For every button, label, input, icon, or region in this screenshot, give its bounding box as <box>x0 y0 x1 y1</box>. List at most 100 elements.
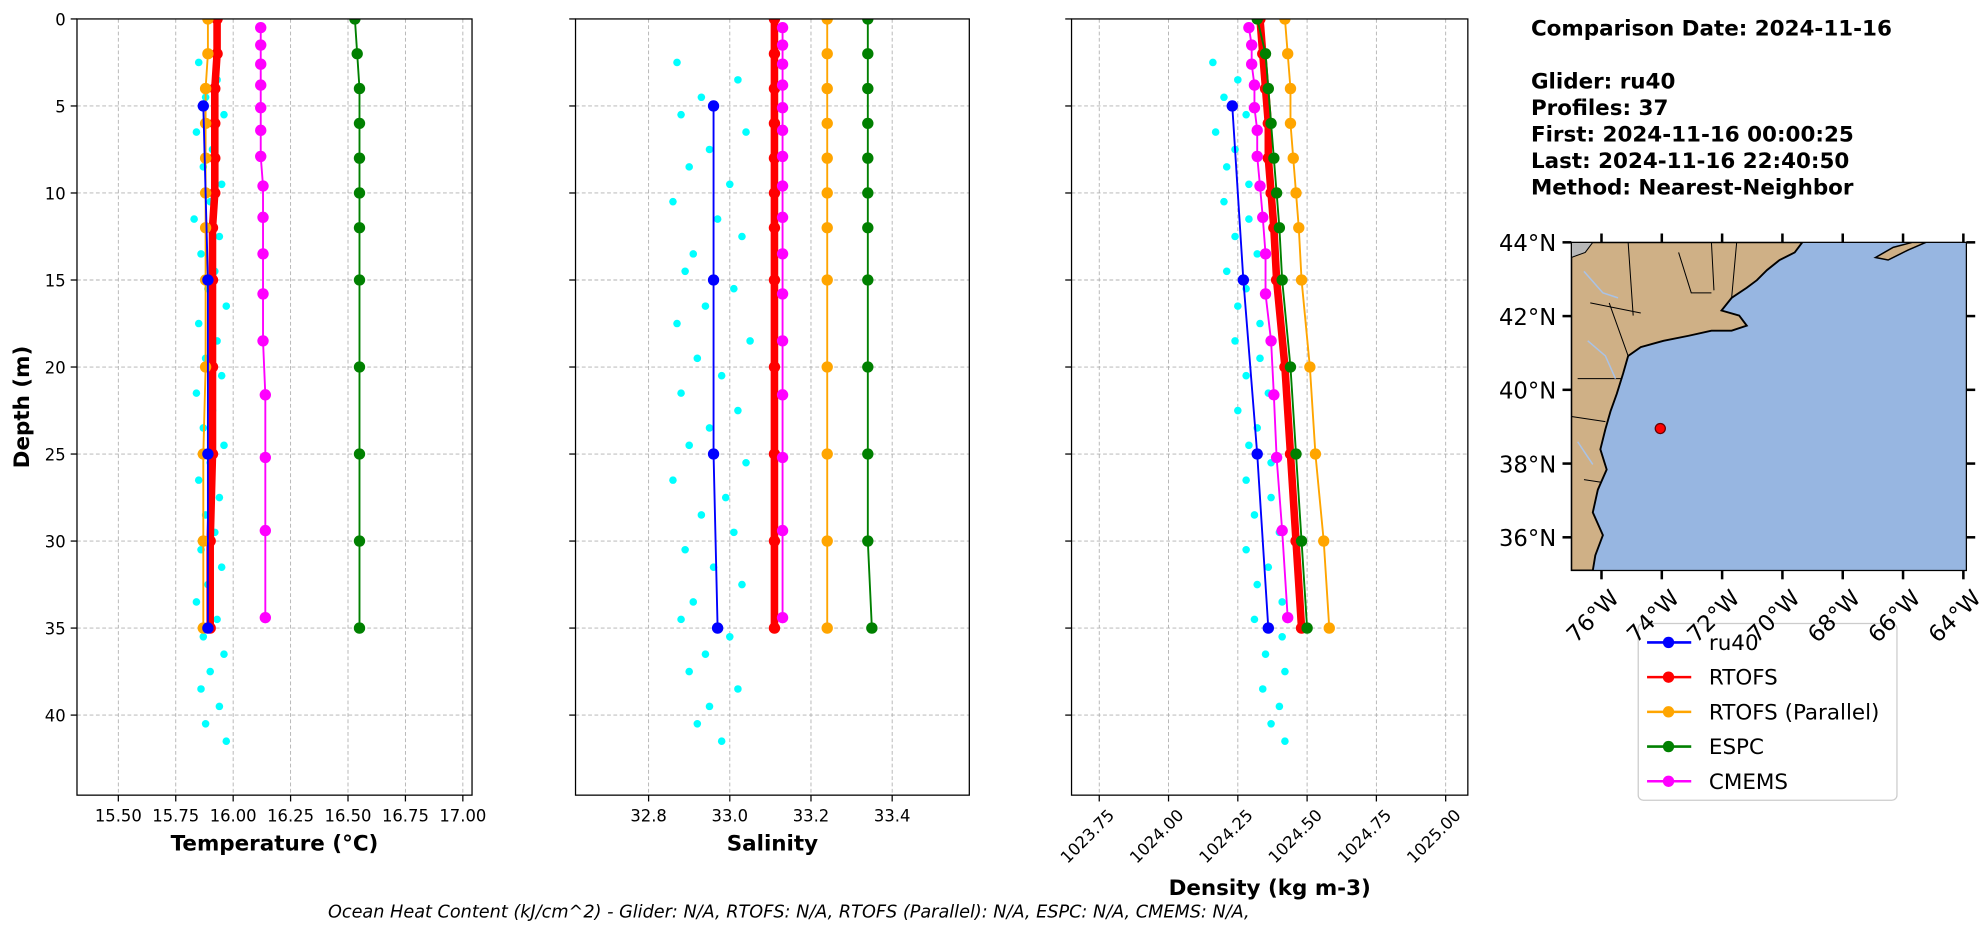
x-tick-label: 1025.00 <box>1403 806 1464 867</box>
glider-point <box>1231 232 1239 241</box>
y-tick-label: 20 <box>45 358 66 377</box>
glider-point <box>1242 545 1250 554</box>
series-marker <box>1243 21 1255 34</box>
series-marker <box>821 82 833 95</box>
legend-marker <box>1662 775 1675 787</box>
x-tick-label: 33.2 <box>793 807 830 826</box>
glider-point <box>206 667 214 676</box>
axes-frame <box>1070 18 1469 796</box>
axes-frame <box>574 18 970 796</box>
glider-point <box>192 389 201 397</box>
series-marker <box>255 39 267 51</box>
series-marker <box>1268 389 1280 401</box>
glider-point <box>199 632 208 641</box>
series-marker <box>1251 448 1263 460</box>
series-marker <box>711 622 724 634</box>
map-y-tick-label: 42°N <box>1499 305 1556 331</box>
series-marker <box>768 187 781 199</box>
glider-point <box>685 163 693 171</box>
glider-point <box>1245 180 1253 189</box>
series-marker <box>1318 535 1330 547</box>
glider-point <box>717 737 726 745</box>
series-marker <box>259 451 272 464</box>
series-line <box>1231 105 1270 629</box>
series-marker <box>1265 335 1277 347</box>
series-marker <box>1257 211 1269 224</box>
glider-point <box>1220 197 1228 206</box>
x-tick-label: 1024.00 <box>1126 806 1187 867</box>
x-tick-label: 1024.25 <box>1195 806 1256 867</box>
series-marker <box>353 448 366 460</box>
series-marker <box>707 274 720 286</box>
glider-point <box>689 598 698 606</box>
series-marker <box>353 535 366 547</box>
series-marker <box>349 18 361 25</box>
legend-label: RTOFS (Parallel) <box>1709 700 1880 725</box>
glider-point <box>213 615 221 624</box>
glider-point <box>201 720 210 728</box>
glider-point <box>685 441 693 450</box>
x-axis-label: Salinity <box>727 832 818 857</box>
glider-point <box>669 197 677 206</box>
series-marker <box>1290 187 1302 199</box>
x-tick-label: 17.00 <box>439 807 486 826</box>
glider-point <box>726 180 734 189</box>
x-tick-label: 1024.50 <box>1265 806 1326 867</box>
legend-marker <box>1662 671 1675 683</box>
plot-area <box>1071 18 1468 796</box>
map-x-tick-label: 76°W <box>1562 585 1625 648</box>
glider-point <box>693 720 702 728</box>
plot-area <box>575 18 970 796</box>
glider-point <box>1234 76 1242 84</box>
series-marker <box>776 58 789 70</box>
glider-point <box>1250 511 1259 519</box>
series-marker <box>199 117 212 130</box>
series-marker <box>1251 124 1263 137</box>
glider-point <box>1267 720 1275 728</box>
coastline <box>1873 242 1927 261</box>
series-marker <box>1270 451 1283 464</box>
map-y-tick-label: 44°N <box>1499 231 1556 257</box>
footer: Ocean Heat Content (kJ/cm^2) - Glider: N… <box>328 903 1250 923</box>
series-marker <box>353 274 366 286</box>
map-y-tick-label: 36°N <box>1499 526 1556 552</box>
series-marker <box>821 535 833 547</box>
series-marker <box>1323 622 1335 634</box>
legend-marker <box>1662 706 1675 718</box>
glider-point <box>217 180 226 189</box>
glider-point <box>1242 476 1250 484</box>
glider-point <box>1278 632 1286 641</box>
glider-point <box>738 580 746 589</box>
info-line: Profiles: 37 <box>1531 96 1668 121</box>
map-frame <box>1570 241 1968 572</box>
x-axis-label: Temperature (°C) <box>171 832 379 857</box>
glider-point <box>197 685 205 693</box>
series-marker <box>768 361 781 373</box>
y-tick-label: 40 <box>45 706 66 725</box>
series-marker <box>1237 274 1250 286</box>
series-marker <box>351 48 363 60</box>
glider-point <box>697 511 706 519</box>
glider-point <box>689 250 698 258</box>
glider-point <box>742 458 750 467</box>
series-marker <box>776 180 789 192</box>
y-axis-label: Depth (m) <box>10 346 35 469</box>
glider-point <box>1264 563 1273 571</box>
plot-area <box>76 18 473 796</box>
glider-point <box>685 667 693 676</box>
glider-point <box>677 110 685 119</box>
info-line: Glider: ru40 <box>1531 69 1675 94</box>
series-marker <box>862 361 874 373</box>
series-marker <box>202 448 214 460</box>
legend-label: RTOFS <box>1709 666 1778 691</box>
series-line <box>1247 27 1289 618</box>
x-tick-label: 32.8 <box>630 807 667 826</box>
series-line <box>259 27 267 618</box>
series-marker <box>353 187 366 199</box>
series-marker <box>1295 274 1308 286</box>
map-x-tick-label: 64°W <box>1924 585 1979 648</box>
glider-point <box>194 476 203 484</box>
glider-point <box>217 371 226 380</box>
glider-point <box>677 389 685 397</box>
glider-point <box>1234 406 1242 415</box>
